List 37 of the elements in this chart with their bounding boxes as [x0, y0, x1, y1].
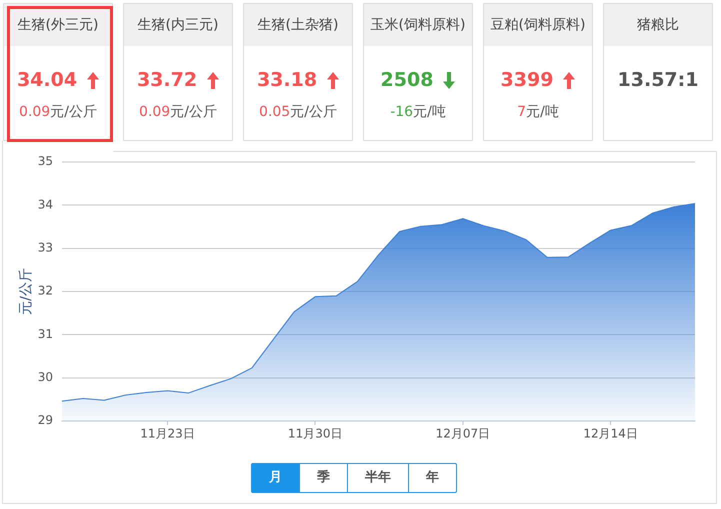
data-label: 33.18 — [256, 68, 318, 92]
data-label: 0.05元/公斤 — [259, 104, 337, 120]
data-label: 3399 — [500, 68, 554, 92]
category-label: 玉米(饲料原料) — [364, 4, 472, 46]
data-label: 2508 — [380, 68, 434, 92]
toggle-button[interactable] — [408, 463, 457, 493]
y-tick-label: 33 — [38, 240, 53, 254]
data-label: 0.09元/公斤 — [19, 104, 97, 120]
data-label: 0.09元/公斤 — [139, 104, 217, 120]
y-tick-label: 30 — [38, 370, 53, 384]
category-label: 生猪(内三元) — [124, 4, 232, 46]
toggle-button[interactable] — [251, 463, 300, 493]
y-tick-label: 35 — [38, 154, 53, 168]
data-label: 34.04 — [16, 68, 78, 92]
data-label: -16元/吨 — [390, 104, 446, 120]
y-tick-label: 31 — [38, 326, 53, 341]
text: 年 — [426, 470, 439, 485]
data-label: 7元/吨 — [517, 104, 559, 120]
y-tick-label: 32 — [38, 284, 53, 298]
x-tick-label: 12月07日 — [436, 426, 490, 440]
x-tick-label: 11月30日 — [288, 426, 342, 440]
text: 月 — [269, 470, 282, 485]
category-label: 生猪(外三元) — [4, 4, 112, 46]
x-tick-label: 12月14日 — [583, 426, 638, 440]
data-label: 13.57:1 — [618, 68, 698, 92]
y-axis-title: 元/公斤 — [18, 268, 34, 315]
y-tick-label: 34 — [38, 197, 53, 212]
category-label: 豆粕(饲料原料) — [484, 4, 592, 46]
data-label: 33.72 — [136, 68, 198, 92]
toggle-button[interactable] — [299, 463, 348, 493]
category-label: 生猪(土杂猪) — [244, 4, 352, 46]
y-tick-label: 29 — [38, 413, 53, 428]
text: 半年 — [365, 470, 391, 485]
toggle-button[interactable] — [347, 463, 409, 493]
x-tick-label: 11月23日 — [140, 426, 195, 440]
category-label: 猪粮比 — [604, 4, 712, 46]
text: 季 — [317, 470, 330, 485]
